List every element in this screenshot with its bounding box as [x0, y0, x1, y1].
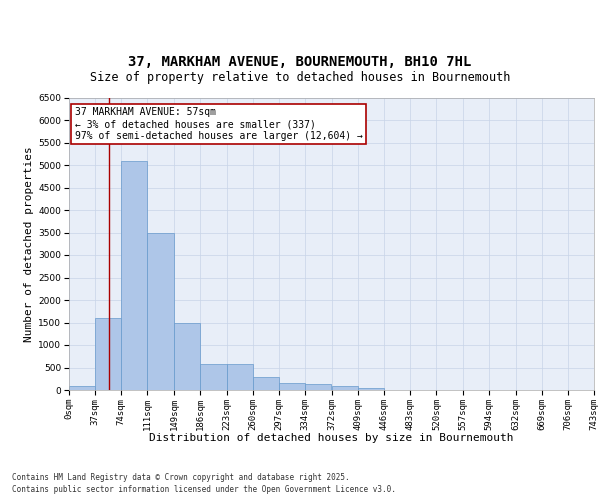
- Text: Size of property relative to detached houses in Bournemouth: Size of property relative to detached ho…: [90, 71, 510, 84]
- Text: 37 MARKHAM AVENUE: 57sqm
← 3% of detached houses are smaller (337)
97% of semi-d: 37 MARKHAM AVENUE: 57sqm ← 3% of detache…: [74, 108, 362, 140]
- X-axis label: Distribution of detached houses by size in Bournemouth: Distribution of detached houses by size …: [149, 432, 514, 442]
- Y-axis label: Number of detached properties: Number of detached properties: [24, 146, 34, 342]
- Bar: [227, 364, 253, 390]
- Bar: [69, 386, 95, 390]
- Bar: [332, 386, 358, 390]
- Bar: [200, 364, 227, 390]
- Bar: [279, 382, 305, 390]
- Bar: [121, 160, 148, 390]
- Bar: [358, 388, 384, 390]
- Bar: [253, 376, 279, 390]
- Bar: [174, 322, 200, 390]
- Text: Contains HM Land Registry data © Crown copyright and database right 2025.: Contains HM Land Registry data © Crown c…: [12, 474, 350, 482]
- Text: 37, MARKHAM AVENUE, BOURNEMOUTH, BH10 7HL: 37, MARKHAM AVENUE, BOURNEMOUTH, BH10 7H…: [128, 56, 472, 70]
- Bar: [95, 318, 121, 390]
- Text: Contains public sector information licensed under the Open Government Licence v3: Contains public sector information licen…: [12, 485, 396, 494]
- Bar: [305, 384, 331, 390]
- Bar: [148, 232, 173, 390]
